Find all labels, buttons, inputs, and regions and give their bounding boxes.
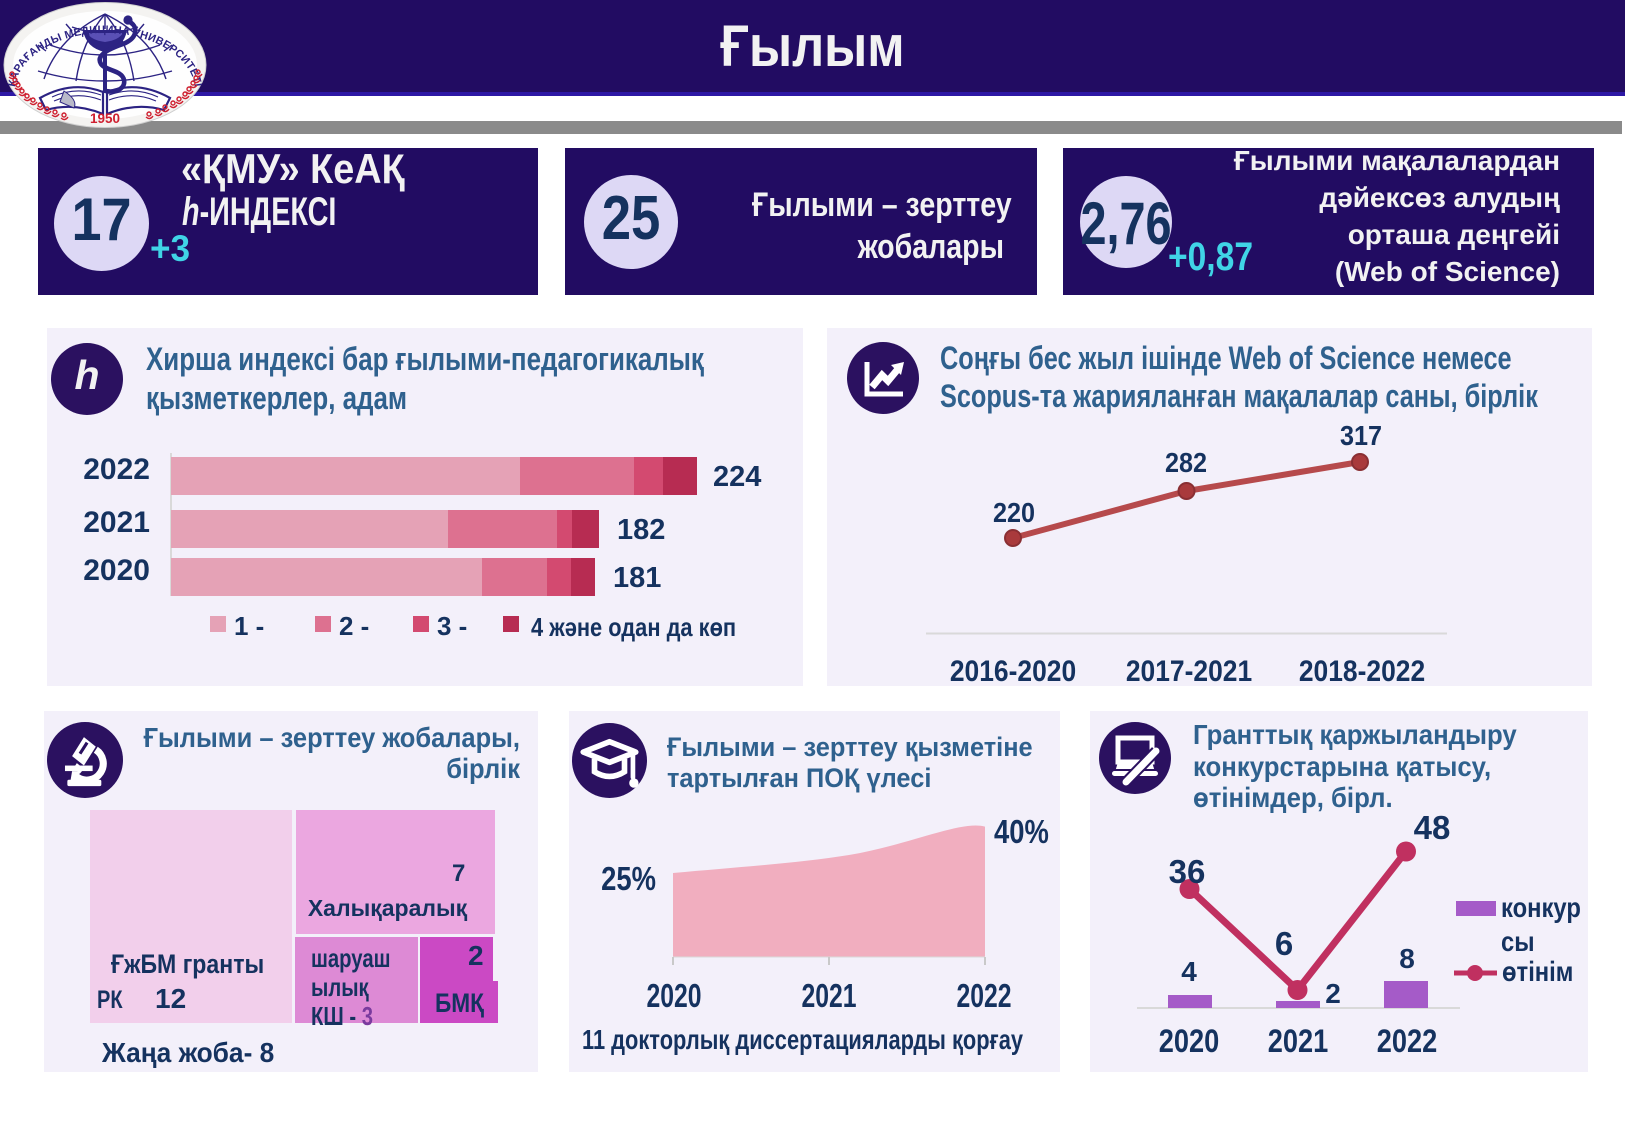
svg-text:1950: 1950 <box>90 111 120 126</box>
